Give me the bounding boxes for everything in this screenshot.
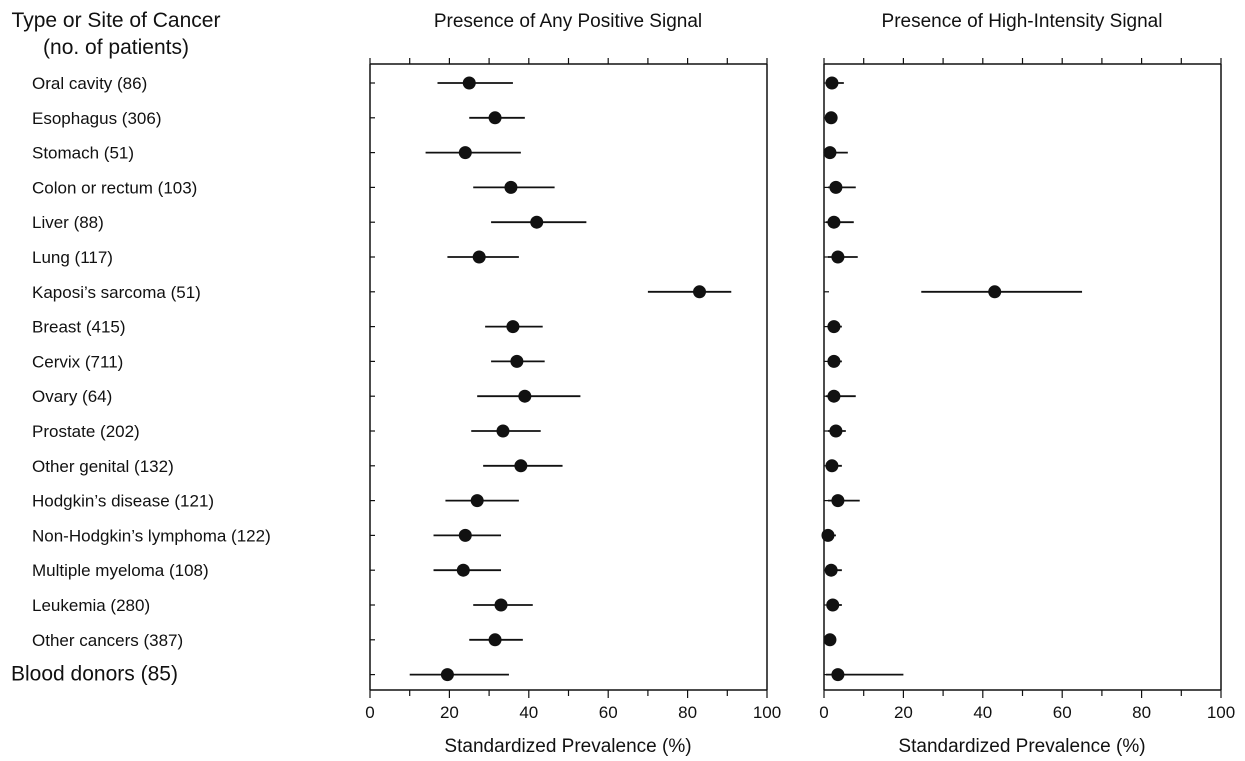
x-tick-label: 100 bbox=[1207, 703, 1235, 722]
category-label: Leukemia (280) bbox=[32, 596, 150, 615]
category-label: Stomach (51) bbox=[32, 144, 134, 163]
category-label: Ovary (64) bbox=[32, 387, 112, 406]
prevalence-point bbox=[518, 389, 532, 403]
left-x-axis-label: Standardized Prevalence (%) bbox=[444, 736, 691, 757]
category-label: Hodgkin’s disease (121) bbox=[32, 492, 214, 511]
prevalence-point bbox=[504, 180, 518, 194]
category-header-line2: (no. of patients) bbox=[43, 36, 189, 59]
left-panel-plot: 0 20 40 60 80 100 bbox=[365, 58, 781, 722]
prevalence-point bbox=[829, 424, 843, 438]
x-tick-label: 40 bbox=[973, 703, 992, 722]
x-tick-label: 100 bbox=[753, 703, 781, 722]
category-label: Other genital (132) bbox=[32, 457, 174, 476]
prevalence-point bbox=[831, 668, 845, 682]
x-tick-label: 20 bbox=[440, 703, 459, 722]
prevalence-point bbox=[472, 250, 486, 264]
prevalence-point bbox=[458, 146, 472, 160]
category-header-line1: Type or Site of Cancer bbox=[12, 9, 221, 32]
category-label: Multiple myeloma (108) bbox=[32, 561, 209, 580]
prevalence-point bbox=[458, 528, 472, 542]
right-panel-title: Presence of High-Intensity Signal bbox=[882, 11, 1163, 32]
prevalence-point bbox=[825, 76, 839, 90]
x-tick-label: 0 bbox=[365, 703, 374, 722]
prevalence-point bbox=[826, 598, 840, 612]
prevalence-point bbox=[823, 146, 837, 160]
category-label: Cervix (711) bbox=[32, 352, 123, 371]
category-label: Breast (415) bbox=[32, 318, 126, 337]
prevalence-point bbox=[530, 215, 544, 229]
category-labels: Oral cavity (86) Esophagus (306) Stomach (… bbox=[11, 74, 271, 686]
prevalence-point bbox=[470, 494, 484, 508]
prevalence-point bbox=[494, 598, 508, 612]
prevalence-point bbox=[825, 459, 839, 473]
category-label: Blood donors (85) bbox=[11, 663, 178, 686]
prevalence-point bbox=[496, 424, 510, 438]
prevalence-point bbox=[824, 111, 838, 125]
prevalence-point bbox=[823, 633, 837, 647]
prevalence-point bbox=[514, 459, 528, 473]
prevalence-point bbox=[488, 633, 502, 647]
prevalence-point bbox=[831, 494, 845, 508]
x-tick-label: 20 bbox=[894, 703, 913, 722]
prevalence-point bbox=[693, 285, 707, 299]
prevalence-point bbox=[488, 111, 502, 125]
prevalence-point bbox=[827, 320, 841, 334]
category-label: Oral cavity (86) bbox=[32, 74, 147, 93]
category-label: Other cancers (387) bbox=[32, 631, 183, 650]
prevalence-point bbox=[827, 389, 841, 403]
prevalence-point bbox=[510, 354, 524, 368]
x-tick-label: 60 bbox=[1053, 703, 1072, 722]
prevalence-point bbox=[821, 528, 835, 542]
right-x-axis-label: Standardized Prevalence (%) bbox=[898, 736, 1145, 757]
prevalence-point bbox=[462, 76, 476, 90]
left-panel-title: Presence of Any Positive Signal bbox=[434, 11, 702, 32]
category-label: Kaposi’s sarcoma (51) bbox=[32, 283, 201, 302]
prevalence-point bbox=[827, 354, 841, 368]
category-label: Esophagus (306) bbox=[32, 109, 161, 128]
x-tick-label: 80 bbox=[1132, 703, 1151, 722]
prevalence-point bbox=[440, 668, 454, 682]
prevalence-point bbox=[831, 250, 845, 264]
prevalence-point bbox=[506, 320, 520, 334]
prevalence-point bbox=[456, 563, 470, 577]
x-tick-label: 60 bbox=[599, 703, 618, 722]
prevalence-point bbox=[988, 285, 1002, 299]
category-label: Prostate (202) bbox=[32, 422, 140, 441]
category-label: Non-Hodgkin’s lymphoma (122) bbox=[32, 526, 271, 545]
category-label: Lung (117) bbox=[32, 248, 113, 267]
prevalence-point bbox=[824, 563, 838, 577]
right-panel-plot: 0 20 40 60 80 100 bbox=[819, 58, 1235, 722]
x-tick-label: 80 bbox=[678, 703, 697, 722]
prevalence-point bbox=[827, 215, 841, 229]
category-label: Colon or rectum (103) bbox=[32, 178, 197, 197]
x-tick-label: 0 bbox=[819, 703, 828, 722]
prevalence-point bbox=[829, 180, 843, 194]
x-tick-label: 40 bbox=[519, 703, 538, 722]
category-label: Liver (88) bbox=[32, 213, 104, 232]
